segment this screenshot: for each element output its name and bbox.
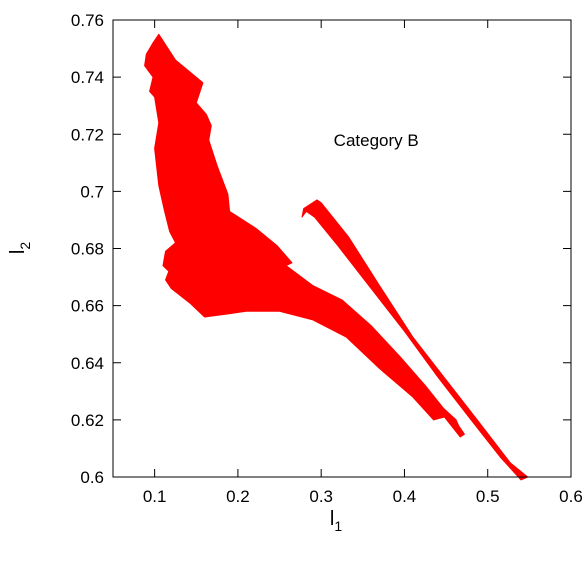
y-axis-label-subscript: 2	[17, 242, 33, 250]
y-axis-label: l2	[7, 242, 33, 254]
x-tick-label: 0.5	[476, 487, 500, 506]
x-tick-label: 0.3	[309, 487, 333, 506]
tick-layer: 0.1 0.2 0.3 0.4 0.5 0.6 0.6 0.62 0.64 0.66 0.68 0.7…	[71, 11, 583, 506]
y-tick-label: 0.62	[71, 411, 104, 430]
y-tick-label: 0.74	[71, 68, 104, 87]
x-tick-label: 0.1	[143, 487, 167, 506]
x-axis-label-main: l	[330, 508, 334, 530]
x-tick-label: 0.6	[559, 487, 583, 506]
x-tick-label: 0.4	[393, 487, 417, 506]
region-1	[144, 33, 465, 438]
y-tick-label: 0.68	[71, 240, 104, 259]
x-axis-label: l1	[330, 508, 342, 534]
region-layer	[144, 33, 529, 481]
y-axis-label-main: l	[7, 250, 29, 254]
y-tick-label: 0.7	[80, 182, 104, 201]
y-tick-label: 0.76	[71, 11, 104, 30]
annotation-category-b: Category B	[334, 131, 419, 150]
y-tick-label: 0.64	[71, 354, 104, 373]
x-tick-label: 0.2	[226, 487, 250, 506]
y-tick-label: 0.72	[71, 125, 104, 144]
y-tick-label: 0.6	[80, 468, 104, 487]
y-tick-label: 0.66	[71, 297, 104, 316]
region-2	[301, 199, 529, 481]
x-axis-label-subscript: 1	[334, 518, 342, 534]
